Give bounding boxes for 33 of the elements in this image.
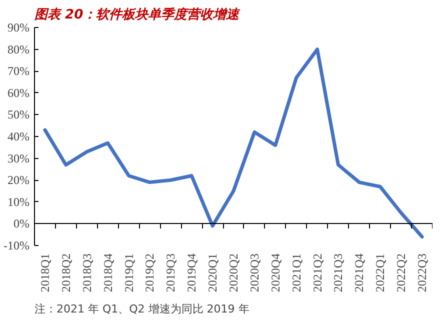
y-tick-label: 60%	[8, 86, 30, 100]
x-tick-label: 2020Q3	[247, 253, 262, 292]
x-tick-label: 2018Q3	[80, 253, 94, 292]
text: 注：2021 年 Q1、Q2 增速为同比 2019 年	[34, 302, 250, 316]
y-tick-label: 20%	[8, 173, 30, 188]
x-tick-label: 2021Q3	[331, 253, 346, 292]
y-tick-label: 0%	[14, 216, 30, 231]
x-tick-label: 2022Q1	[373, 253, 388, 292]
x-tick-label: 2019Q1	[122, 253, 136, 292]
x-tick-label: 2020Q2	[226, 253, 240, 292]
x-tick-label: 2020Q1	[206, 253, 220, 292]
x-tick-label: 2019Q2	[142, 253, 157, 292]
line-series	[43, 48, 424, 239]
x-tick-label: 2019Q3	[164, 253, 178, 292]
y-tick-label: 30%	[8, 151, 30, 166]
y-tick-label: 10%	[8, 194, 30, 209]
y-tick-label: 90%	[8, 20, 30, 34]
x-tick-label: 2022Q2	[394, 253, 408, 292]
x-tick-label: 2021Q4	[352, 253, 366, 292]
x-tick-label: 2021Q1	[289, 253, 304, 292]
y-tick-label: 80%	[8, 42, 30, 56]
x-tick-label: 2018Q1	[38, 253, 52, 292]
x-tick-label: 2019Q4	[184, 253, 199, 292]
y-tick-label: -10%	[4, 238, 30, 252]
y-tick-label: 50%	[8, 108, 30, 122]
y-tick-label: 70%	[8, 64, 30, 78]
x-tick-label: 2020Q4	[268, 253, 282, 292]
x-tick-label: 2022Q3	[415, 253, 430, 292]
x-tick-label: 2018Q2	[58, 253, 73, 292]
y-tick-label: 40%	[8, 130, 30, 144]
chart-title: 图表 20：软件板块单季度营收增速	[34, 6, 242, 22]
x-tick-label: 2018Q4	[100, 253, 115, 292]
x-tick-label: 2021Q2	[310, 253, 324, 292]
